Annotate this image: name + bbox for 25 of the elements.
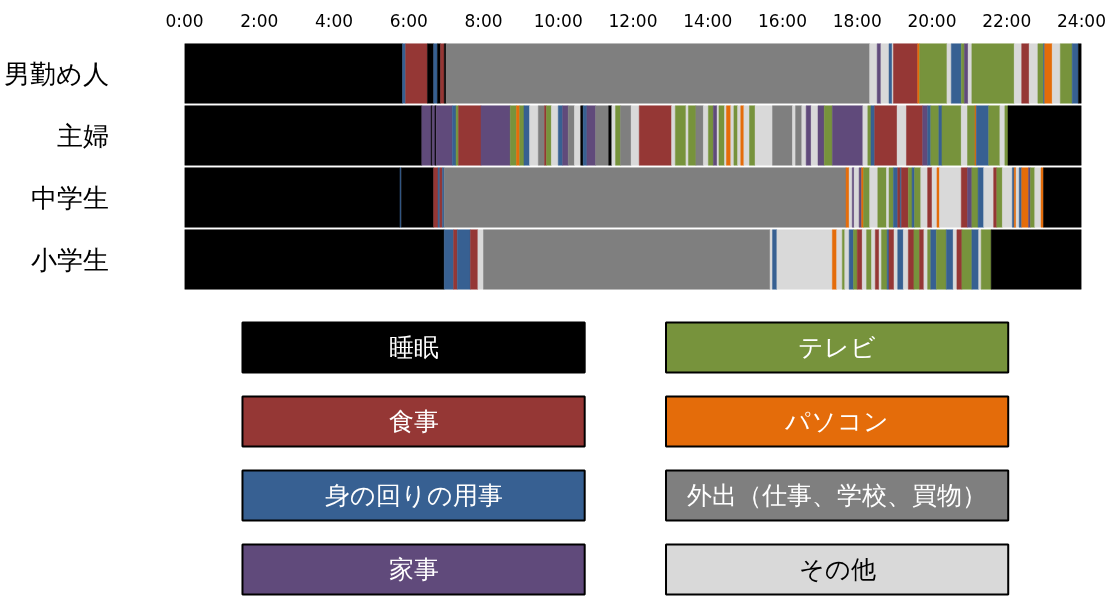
y-tick-label: 男勤め人 [3, 58, 109, 89]
text: 外出（仕事、学校、買物） [687, 481, 988, 510]
y-tick-label: 小学生 [30, 244, 109, 275]
x-tick-label: 22:00 [982, 10, 1032, 31]
text: その他 [798, 555, 876, 584]
x-tick-label: 24:00 [1057, 10, 1106, 31]
text: 身の回りの用事 [324, 481, 503, 510]
x-tick-label: 12:00 [608, 10, 658, 31]
x-tick-label: 2:00 [240, 10, 279, 31]
x-tick-label: 14:00 [683, 10, 733, 31]
x-tick-label: 0:00 [165, 10, 204, 31]
x-tick-label: 16:00 [758, 10, 807, 31]
x-tick-label: 10:00 [533, 10, 583, 31]
text: 食事 [388, 407, 439, 436]
y-tick-label: 主婦 [56, 120, 109, 151]
y-tick-label: 中学生 [30, 182, 109, 213]
text: 睡眠 [388, 333, 439, 362]
text: パソコン [784, 407, 890, 436]
text: テレビ [798, 333, 877, 362]
x-tick-label: 8:00 [464, 10, 503, 31]
text: 家事 [388, 555, 439, 584]
x-tick-label: 6:00 [389, 10, 428, 31]
x-tick-label: 18:00 [832, 10, 882, 31]
x-tick-label: 4:00 [314, 10, 354, 31]
x-tick-label: 20:00 [907, 10, 957, 31]
